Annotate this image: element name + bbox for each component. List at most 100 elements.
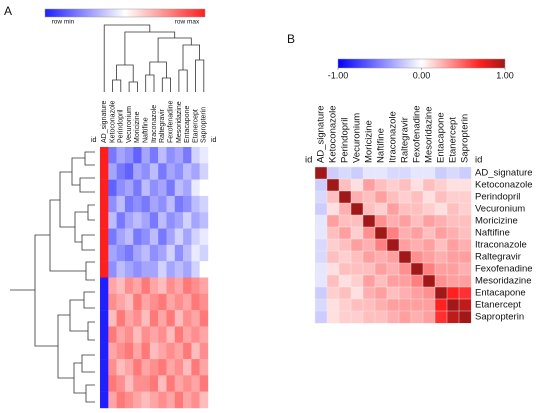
heatmap-cell — [446, 262, 460, 276]
heatmap-cell — [458, 238, 472, 252]
heatmap-cell — [398, 226, 412, 240]
heatmap-cell — [158, 147, 167, 164]
heatmap-cell — [410, 238, 424, 252]
heatmap-cell — [133, 212, 142, 229]
heatmap-cell — [108, 342, 117, 360]
heatmap-cell — [386, 250, 400, 264]
heatmap-cell — [133, 228, 142, 246]
heatmap-cell — [434, 190, 448, 204]
heatmap-cell — [158, 261, 167, 278]
heatmap-cell — [326, 274, 340, 288]
heatmap-cell — [314, 166, 328, 180]
heatmap-cell — [338, 190, 352, 204]
heatmap-cell — [410, 298, 424, 312]
heatmap-cell — [314, 298, 328, 312]
heatmap-cell — [100, 228, 109, 246]
heatmap-cell — [434, 298, 448, 312]
heatmap-cell — [446, 214, 460, 228]
heatmap-cell — [174, 261, 184, 278]
heatmap-cell — [158, 310, 167, 327]
heatmap-cell — [149, 293, 159, 311]
heatmap-cell — [141, 163, 151, 180]
heatmap-cell — [149, 212, 159, 229]
heatmap-cell — [422, 238, 436, 252]
id-label: id — [91, 137, 97, 144]
heatmap-cell — [141, 244, 151, 262]
heatmap-cell — [108, 228, 117, 246]
heatmap-cell — [326, 298, 340, 312]
heatmap-cell — [199, 179, 209, 197]
heatmap-cell — [191, 228, 200, 246]
column-label: Fexofenadine — [167, 100, 174, 143]
heatmap-cell — [191, 195, 200, 213]
heatmap-cell — [149, 326, 159, 343]
heatmap-cell — [133, 391, 142, 409]
heatmap-cell — [141, 342, 151, 360]
heatmap-cell — [174, 195, 184, 213]
heatmap-cell — [458, 298, 472, 312]
column-label: Naftifine — [376, 128, 387, 163]
heatmap-cell — [362, 250, 376, 264]
column-label: Sapropterin — [460, 114, 471, 163]
heatmap-cell — [386, 310, 400, 324]
heatmap-cell — [374, 262, 388, 276]
heatmap-cell — [398, 310, 412, 324]
heatmap-cell — [108, 326, 117, 343]
heatmap-cell — [338, 214, 352, 228]
heatmap-cell — [166, 244, 175, 262]
id-label: id — [475, 155, 482, 166]
heatmap-cell — [398, 298, 412, 312]
heatmap-cell — [398, 262, 412, 276]
heatmap-cell — [100, 342, 109, 360]
heatmap-cell — [434, 274, 448, 288]
row-dendrogram — [10, 151, 95, 403]
heatmap-cell — [326, 166, 340, 180]
heatmap-cell — [374, 310, 388, 324]
heatmap-cell — [149, 228, 159, 246]
heatmap-cell — [141, 195, 151, 213]
column-label: Raltegravir — [159, 108, 166, 143]
heatmap-cell — [183, 163, 192, 180]
heatmap-cell — [446, 238, 460, 252]
heatmap-cell — [362, 214, 376, 228]
heatmap-cell — [374, 190, 388, 204]
heatmap-cell — [100, 147, 109, 164]
heatmap-cell — [158, 244, 167, 262]
heatmap-cell — [434, 226, 448, 240]
heatmap-cell — [174, 163, 184, 180]
heatmap-cell — [183, 147, 192, 164]
heatmap-cell — [191, 359, 200, 376]
heatmap-cell — [422, 274, 436, 288]
heatmap-cell — [338, 262, 352, 276]
heatmap-cell — [166, 212, 175, 229]
heatmap-cell — [174, 228, 184, 246]
heatmap-cell — [183, 195, 192, 213]
heatmap-cell — [108, 212, 117, 229]
heatmap-cell — [100, 359, 109, 376]
heatmap-cell — [458, 250, 472, 264]
column-label: AD_signature — [316, 105, 327, 163]
colorbar — [337, 58, 506, 69]
column-dendrogram — [103, 24, 205, 92]
column-label: Entacapone — [184, 106, 191, 143]
heatmap-cell — [108, 261, 117, 278]
heatmap-cell — [124, 391, 134, 409]
column-label: Itraconazole — [388, 111, 399, 163]
heatmap-cell — [108, 375, 117, 392]
heatmap-cell — [326, 250, 340, 264]
heatmap-cell — [116, 293, 126, 311]
heatmap-cell — [199, 310, 209, 327]
heatmap-cell — [174, 391, 184, 409]
heatmap-cell — [338, 238, 352, 252]
column-label: Naftifine — [143, 117, 150, 143]
column-label: Vecuronium — [126, 106, 133, 143]
heatmap-cell — [141, 277, 151, 295]
heatmap-cell — [108, 310, 117, 327]
heatmap-cell — [100, 293, 109, 311]
heatmap-cell — [374, 286, 388, 300]
heatmap-cell — [398, 202, 412, 216]
column-label: Ketoconazole — [328, 105, 339, 163]
heatmap-cell — [100, 212, 109, 229]
heatmap-cell — [116, 179, 126, 197]
row-label: Vecuronium — [475, 204, 525, 215]
